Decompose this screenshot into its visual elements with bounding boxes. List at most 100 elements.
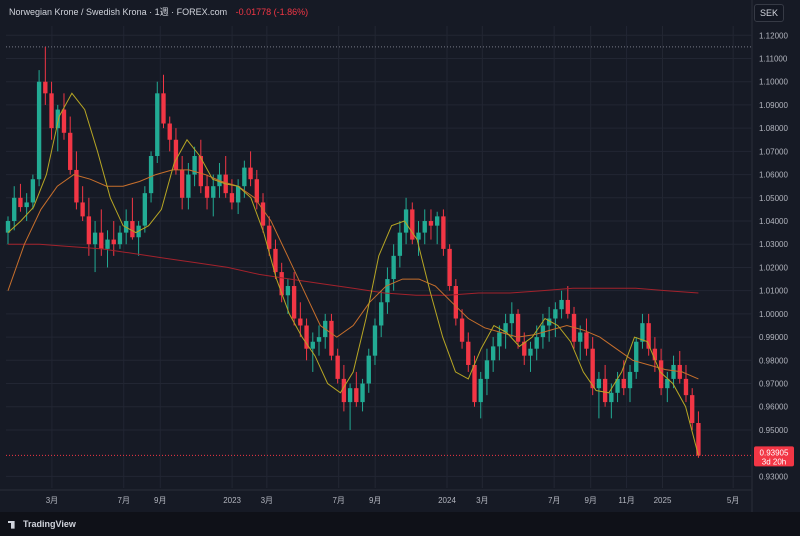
candle-body: [490, 346, 496, 361]
candle-body: [453, 286, 459, 319]
candle-body: [310, 341, 315, 349]
candle-body: [403, 209, 409, 233]
y-tick-label: 0.96000: [759, 403, 788, 412]
candle-body: [366, 355, 371, 384]
x-tick-label: 7月: [332, 496, 344, 505]
candle-body: [621, 378, 626, 389]
candle-body: [12, 197, 17, 222]
candle-body: [497, 332, 502, 347]
candle-body: [167, 123, 172, 140]
candle-body: [92, 232, 98, 245]
candle-body: [235, 186, 241, 203]
bar-countdown: 3d 20h: [762, 457, 786, 466]
candle-body: [329, 320, 334, 356]
candle-body: [74, 169, 79, 203]
x-tick-label: 11月: [618, 496, 634, 505]
candle-body: [416, 232, 421, 240]
candle-body: [211, 186, 216, 198]
candle-body: [646, 323, 651, 349]
candle-body: [43, 81, 48, 94]
candle-body: [559, 299, 564, 310]
candle-body: [291, 286, 297, 319]
candle-body: [55, 109, 60, 129]
x-tick-label: 3月: [476, 496, 488, 505]
y-tick-label: 1.01000: [759, 287, 788, 296]
candle-body: [428, 221, 434, 226]
y-tick-label: 0.97000: [759, 380, 788, 389]
x-tick-label: 9月: [154, 496, 166, 505]
x-tick-label: 9月: [369, 496, 381, 505]
symbol-name: Norwegian Krone / Swedish Krona · 1週 · F…: [9, 7, 228, 17]
candle-body: [534, 337, 539, 349]
candle-body: [347, 388, 353, 403]
last-price-value: 0.93905: [760, 448, 789, 457]
y-tick-label: 1.05000: [759, 194, 788, 203]
y-tick-label: 1.03000: [759, 240, 788, 249]
candle-body: [459, 318, 465, 342]
candle-body: [665, 378, 670, 389]
candle-body: [341, 378, 347, 403]
y-tick-label: 0.98000: [759, 356, 788, 365]
candle-body: [484, 360, 490, 379]
candle-body: [173, 139, 179, 170]
candle-body: [640, 323, 645, 342]
candle-body: [105, 239, 110, 249]
candle-body: [260, 202, 266, 226]
currency-button[interactable]: SEK: [754, 4, 784, 22]
y-tick-label: 1.04000: [759, 217, 788, 226]
candle-body: [360, 383, 365, 403]
x-tick-label: 7月: [548, 496, 560, 505]
candle-body: [111, 239, 116, 245]
candle-body: [602, 378, 608, 403]
tradingview-logo[interactable]: TradingView: [8, 519, 76, 529]
x-tick-label: 5月: [727, 496, 739, 505]
candle-body: [229, 193, 235, 203]
candle-body: [179, 169, 185, 198]
candle-body: [522, 341, 527, 356]
candle-body: [68, 132, 73, 170]
candle-body: [186, 174, 191, 198]
candle-body: [36, 81, 42, 180]
candle-body: [472, 364, 477, 403]
candle-body: [596, 378, 602, 389]
candle-body: [279, 272, 284, 296]
candle-body: [546, 318, 552, 326]
candle-body: [590, 348, 595, 389]
y-tick-label: 1.12000: [759, 31, 788, 40]
y-tick-label: 1.06000: [759, 171, 788, 180]
y-tick-label: 0.95000: [759, 426, 788, 435]
candle-body: [683, 378, 689, 396]
candle-body: [142, 193, 148, 226]
candle-body: [298, 318, 303, 326]
candle-body: [49, 93, 54, 129]
candle-body: [304, 325, 309, 349]
candle-body: [372, 325, 378, 356]
x-tick-label: 7月: [118, 496, 130, 505]
candle-body: [198, 156, 203, 187]
x-tick-label: 2024: [438, 496, 456, 505]
x-tick-label: 3月: [46, 496, 58, 505]
x-tick-label: 3月: [261, 496, 273, 505]
candle-body: [565, 299, 570, 314]
candle-body: [658, 360, 664, 389]
candle-body: [447, 248, 452, 287]
candle-body: [267, 225, 272, 249]
candle-body: [391, 255, 396, 280]
candle-body: [609, 392, 614, 403]
x-tick-label: 2023: [223, 496, 241, 505]
candle-body: [540, 325, 546, 338]
y-tick-label: 1.00000: [759, 310, 788, 319]
candle-body: [155, 93, 160, 157]
candle-body: [584, 332, 589, 349]
y-tick-label: 1.11000: [759, 55, 788, 64]
last-price-badge: [754, 446, 794, 467]
candle-body: [316, 337, 322, 342]
footer-bar: [0, 512, 800, 536]
y-tick-label: 1.09000: [759, 101, 788, 110]
candle-body: [354, 388, 359, 403]
candle-body: [671, 364, 676, 379]
candle-body: [509, 313, 514, 324]
x-tick-label: 9月: [584, 496, 596, 505]
